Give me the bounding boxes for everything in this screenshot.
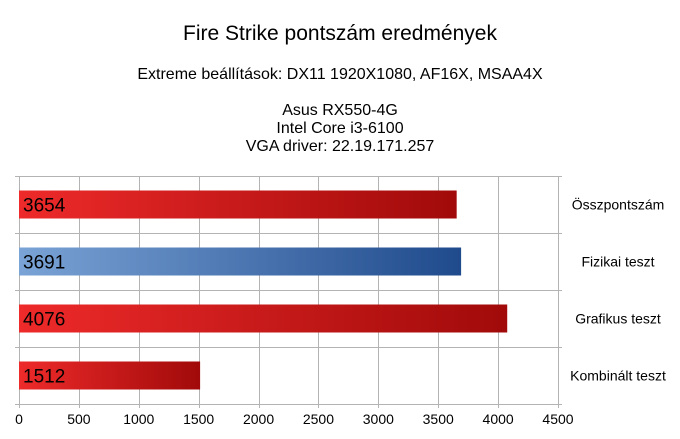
data-label: 3691 — [23, 253, 65, 274]
category-label: Grafikus teszt — [575, 311, 661, 327]
x-tick-label: 3500 — [423, 411, 454, 427]
subtitle-line-5: VGA driver: 22.19.171.257 — [245, 138, 435, 155]
x-tick-label: 2500 — [303, 411, 334, 427]
x-tick-label: 4000 — [483, 411, 514, 427]
category-label: Fizikai teszt — [581, 254, 654, 270]
data-label: 4076 — [23, 310, 65, 331]
bar — [19, 190, 457, 219]
subtitle-line-1: Extreme beállítások: DX11 1920X1080, AF1… — [137, 66, 543, 83]
x-tick-label: 1500 — [183, 411, 214, 427]
category-label: Összpontszám — [572, 196, 665, 213]
chart-title: Fire Strike pontszám eredmények — [183, 22, 497, 45]
data-label: 3654 — [23, 196, 66, 217]
data-label: 1512 — [23, 367, 65, 388]
bar — [19, 247, 462, 276]
x-tick-label: 2000 — [243, 411, 274, 427]
bar — [19, 304, 508, 333]
x-tick-label: 3000 — [363, 411, 394, 427]
subtitle-line-3: Asus RX550-4G — [282, 102, 398, 119]
x-tick-label: 0 — [15, 411, 23, 427]
bar — [19, 361, 201, 390]
x-tick-label: 1000 — [123, 411, 154, 427]
category-label: Kombinált teszt — [570, 368, 666, 384]
subtitle-line-4: Intel Core i3-6100 — [276, 120, 404, 137]
x-tick-label: 500 — [67, 411, 91, 427]
x-tick-label: 4500 — [542, 411, 573, 427]
